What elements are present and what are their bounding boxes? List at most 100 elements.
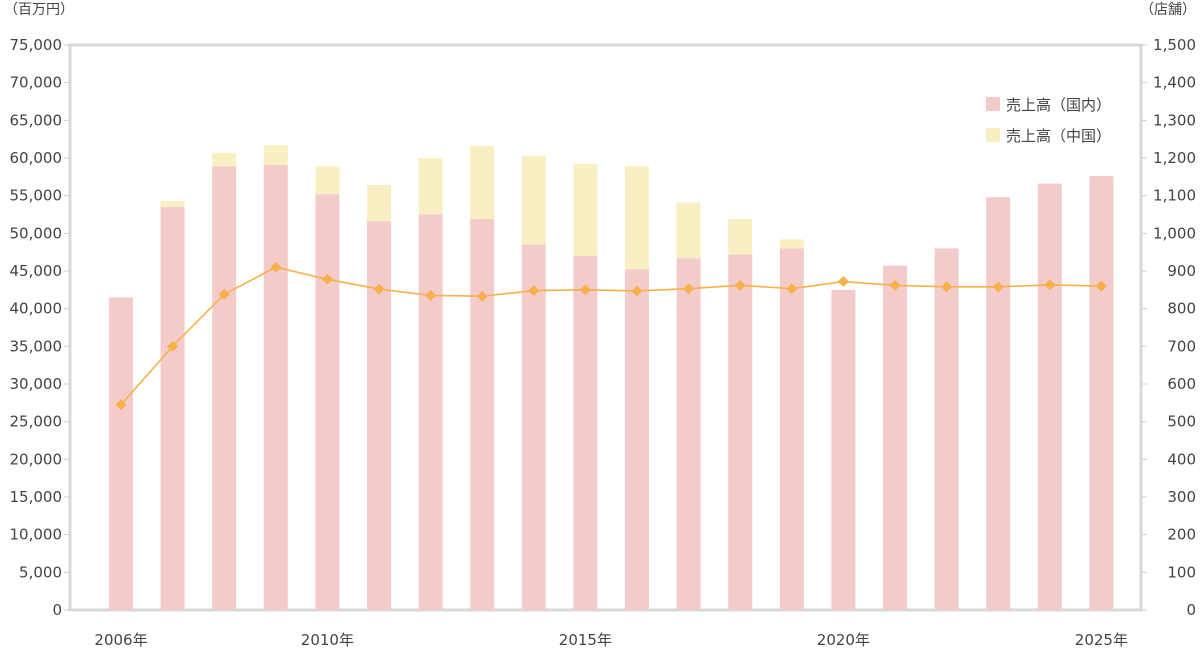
store-count-point-2007 [167, 340, 179, 352]
left-tick-label: 30,000 [10, 375, 63, 393]
x-tick-label-2015: 2015年 [559, 631, 612, 649]
store-count-point-2012 [425, 289, 437, 301]
right-tick-label: 0 [1186, 601, 1196, 619]
store-count-line [115, 261, 1107, 411]
bar-domestic-2019 [779, 248, 804, 610]
store-count-point-2018 [734, 279, 746, 291]
bar-china-2009 [263, 145, 288, 165]
left-tick-label: 75,000 [10, 36, 63, 54]
bar-china-2018 [728, 219, 753, 255]
legend-label-domestic: 売上高（国内） [1006, 96, 1111, 114]
left-tick-label: 70,000 [10, 74, 63, 92]
store-count-point-2025 [1095, 280, 1107, 292]
bar-china-2014 [521, 155, 546, 245]
bar-domestic-2011 [367, 221, 391, 610]
bar-china-2010 [315, 166, 340, 195]
right-tick-label: 1,400 [1153, 74, 1196, 92]
legend-swatch-china [986, 128, 1000, 142]
store-count-point-2015 [579, 284, 591, 296]
bar-china-2015 [573, 164, 598, 256]
store-count-point-2020 [837, 276, 849, 288]
x-tick-label-2020: 2020年 [817, 631, 870, 649]
store-count-point-2009 [270, 261, 282, 273]
left-tick-label: 50,000 [10, 224, 63, 242]
store-count-point-2017 [683, 283, 695, 295]
store-count-point-2019 [786, 283, 798, 295]
store-count-point-2008 [218, 288, 230, 300]
right-tick-label: 500 [1167, 413, 1196, 431]
store-count-point-2022 [941, 281, 953, 293]
store-count-point-2010 [321, 273, 333, 285]
bar-china-2013 [470, 145, 495, 220]
left-tick-label: 20,000 [10, 450, 63, 468]
bar-domestic-2022 [934, 248, 959, 610]
left-axis-unit: （百万円） [4, 2, 74, 18]
right-tick-label: 100 [1167, 563, 1196, 581]
store-count-point-2024 [1044, 279, 1056, 291]
legend-swatch-domestic [986, 97, 1000, 111]
legend-label-china: 売上高（中国） [1006, 127, 1111, 145]
bar-china-2011 [367, 185, 391, 222]
store-count-point-2011 [373, 283, 385, 295]
left-tick-label: 40,000 [10, 300, 63, 318]
bar-domestic-2024 [1037, 183, 1062, 610]
bar-domestic-2015 [573, 255, 598, 610]
right-tick-label: 300 [1167, 488, 1196, 506]
right-tick-label: 1,000 [1153, 224, 1196, 242]
x-tick-label-2006: 2006年 [94, 631, 147, 649]
bar-domestic-2012 [418, 214, 443, 610]
right-tick-label: 1,500 [1153, 36, 1196, 54]
right-tick-label: 1,200 [1153, 149, 1196, 167]
bar-domestic-2006 [109, 297, 133, 610]
left-tick-label: 10,000 [10, 526, 63, 544]
bar-domestic-2018 [728, 254, 753, 610]
bar-domestic-2021 [883, 265, 907, 610]
x-axis: 2006年 2010年 2015年 2020年 2025年 [94, 631, 1128, 649]
left-tick-label: 35,000 [10, 337, 63, 355]
store-count-point-2014 [528, 285, 540, 297]
bar-domestic-2025 [1089, 176, 1114, 610]
x-tick-label-2010: 2010年 [301, 631, 354, 649]
right-tick-label: 600 [1167, 375, 1196, 393]
left-tick-label: 25,000 [10, 413, 63, 431]
store-count-point-2006 [115, 399, 127, 411]
plot-frame [68, 43, 1143, 612]
left-axis: 0 5,000 10,000 15,000 20,000 25,000 30,000 35,0… [10, 36, 70, 619]
bar-domestic-2016 [625, 269, 649, 610]
left-tick-label: 65,000 [10, 111, 63, 129]
legend: 売上高（国内） 売上高（中国） [986, 96, 1111, 145]
bar-domestic-2017 [676, 258, 701, 610]
bar-domestic-2020 [831, 289, 856, 610]
x-tick-label-2025: 2025年 [1075, 631, 1128, 649]
bar-china-2007 [160, 200, 185, 207]
bar-domestic-2009 [263, 164, 288, 610]
bar-domestic-2007 [160, 206, 185, 610]
right-axis-unit: （店舗） [1140, 2, 1196, 18]
right-tick-label: 1,300 [1153, 111, 1196, 129]
left-tick-label: 15,000 [10, 488, 63, 506]
right-tick-label: 1,100 [1153, 187, 1196, 205]
store-count-point-2016 [631, 285, 643, 297]
bar-china-2017 [676, 202, 701, 259]
bar-china-2012 [418, 158, 443, 215]
left-tick-label: 45,000 [10, 262, 63, 280]
left-tick-label: 5,000 [19, 563, 62, 581]
left-tick-label: 0 [52, 601, 62, 619]
bar-domestic-2010 [315, 194, 340, 610]
left-tick-label: 60,000 [10, 149, 63, 167]
right-tick-label: 400 [1167, 450, 1196, 468]
bar-domestic-2023 [986, 197, 1011, 610]
bar-domestic-2008 [212, 166, 237, 610]
bar-domestic-2014 [521, 244, 546, 610]
right-axis: 0 100 200 300 400 500 600 700 800 900 1,000 1,100 1,… [1141, 36, 1196, 619]
bar-domestic-2013 [470, 219, 495, 610]
right-tick-label: 800 [1167, 300, 1196, 318]
store-count-point-2021 [889, 279, 901, 291]
bar-china-2016 [625, 166, 649, 270]
bars [109, 145, 1114, 610]
left-tick-label: 55,000 [10, 187, 63, 205]
right-tick-label: 200 [1167, 526, 1196, 544]
bar-china-2008 [212, 152, 237, 167]
store-count-point-2013 [476, 290, 488, 302]
